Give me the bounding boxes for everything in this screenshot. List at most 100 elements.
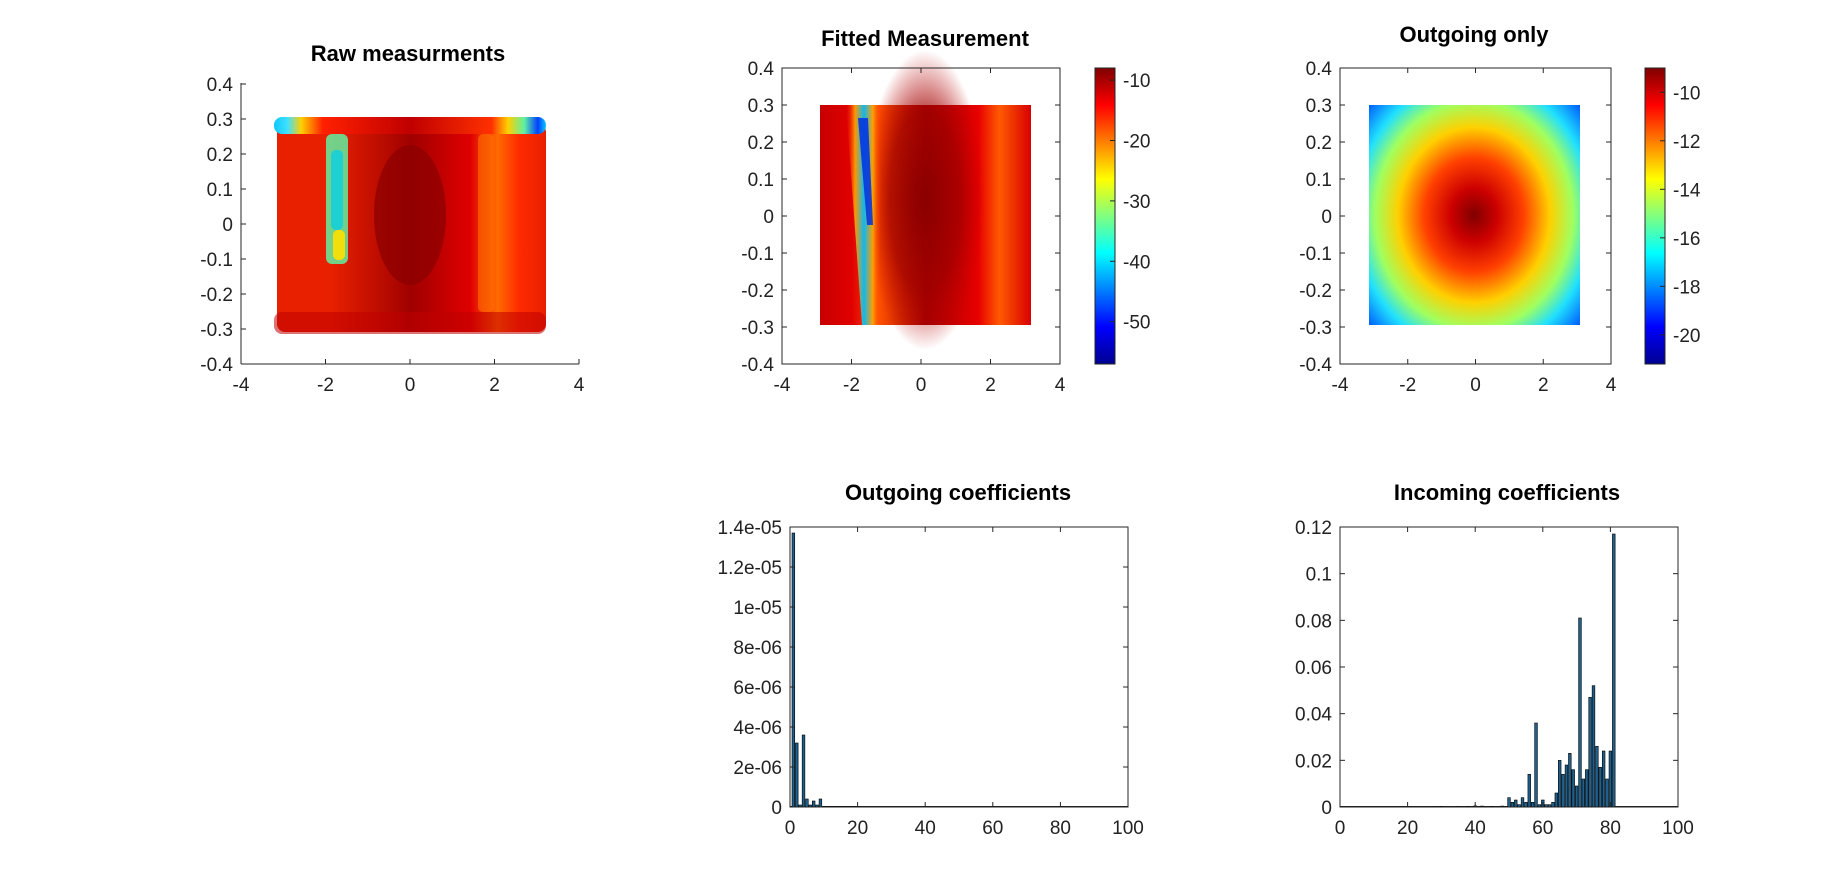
incoming-coefficients-bars bbox=[1340, 533, 1678, 808]
xtick-label: 2 bbox=[489, 375, 500, 396]
xtick-label: 0 bbox=[405, 375, 416, 396]
xtick-label: 60 bbox=[1532, 818, 1553, 839]
xtick-label: -2 bbox=[1399, 375, 1416, 396]
ytick-label: -0.1 bbox=[1299, 244, 1332, 265]
xtick-label: 4 bbox=[1055, 375, 1066, 396]
xtick-label: -4 bbox=[233, 375, 250, 396]
xtick-label: -2 bbox=[843, 375, 860, 396]
bar bbox=[801, 734, 806, 808]
fitted-heatmap bbox=[820, 50, 1031, 350]
xtick-label: 4 bbox=[574, 375, 585, 396]
xtick-label: 40 bbox=[915, 818, 936, 839]
ytick-label: 2e-06 bbox=[733, 758, 782, 779]
ytick-label: 0.06 bbox=[1295, 658, 1332, 679]
xtick-label: 80 bbox=[1050, 818, 1071, 839]
xtick-label: 0 bbox=[1470, 375, 1481, 396]
ytick-label: -0.3 bbox=[200, 320, 233, 341]
fitted-dip-band bbox=[846, 105, 882, 325]
xtick-label: 40 bbox=[1465, 818, 1486, 839]
fitted-yticks: 0.4 0.3 0.2 0.1 0 -0.1 -0.2 -0.3 -0.4 bbox=[741, 59, 1060, 376]
ytick-label: 0.12 bbox=[1295, 518, 1332, 539]
bar bbox=[1514, 799, 1518, 808]
bar bbox=[1612, 533, 1616, 808]
raw-xticks: -4 -2 0 2 4 bbox=[233, 359, 585, 396]
bar bbox=[1595, 746, 1599, 808]
colorbar-tick-label: -20 bbox=[1123, 131, 1150, 152]
incoming-coefficients-panel: Incoming coefficients 0.12 0.1 0.08 0.06 0.0… bbox=[1295, 480, 1694, 839]
xtick-label: 0 bbox=[916, 375, 927, 396]
outgoing-only-xticks: -4 -2 0 2 4 bbox=[1332, 68, 1617, 396]
ytick-label: 0.08 bbox=[1295, 611, 1332, 632]
xtick-label: 60 bbox=[982, 818, 1003, 839]
fitted-center-blob bbox=[865, 50, 985, 350]
ytick-label: 1e-05 bbox=[733, 598, 782, 619]
bar bbox=[1585, 769, 1589, 808]
ytick-label: 4e-06 bbox=[733, 718, 782, 739]
ytick-label: -0.3 bbox=[741, 318, 774, 339]
bar bbox=[1605, 778, 1609, 808]
raw-center-blob bbox=[374, 145, 446, 285]
outgoing-coefficients-bars bbox=[790, 532, 1128, 808]
bar bbox=[1531, 802, 1535, 808]
colorbar-tick-label: -14 bbox=[1673, 180, 1701, 201]
bar bbox=[1507, 797, 1511, 808]
ytick-label: 0.3 bbox=[1306, 96, 1332, 117]
bar bbox=[1608, 750, 1613, 808]
ytick-label: -0.1 bbox=[200, 250, 233, 271]
xtick-label: 0 bbox=[785, 818, 796, 839]
outgoing-only-yticks: 0.4 0.3 0.2 0.1 0 -0.1 -0.2 -0.3 -0.4 bbox=[1299, 59, 1611, 376]
outgoing-only-field bbox=[1369, 105, 1580, 325]
raw-right-band bbox=[478, 134, 494, 312]
bar bbox=[1561, 774, 1565, 808]
bar bbox=[1571, 769, 1575, 808]
colorbar-tick-label: -50 bbox=[1123, 313, 1150, 334]
fitted-measurement-title: Fitted Measurement bbox=[821, 26, 1029, 51]
ytick-label: 0 bbox=[1321, 207, 1332, 228]
ytick-label: 0.02 bbox=[1295, 751, 1332, 772]
incoming-coefficients-axes: 0.12 0.1 0.08 0.06 0.04 0.02 0 0 20 40 60 80 100 bbox=[1295, 518, 1694, 839]
xtick-label: 100 bbox=[1112, 818, 1144, 839]
colorbar-tick-label: -10 bbox=[1123, 71, 1150, 92]
ytick-label: 0.3 bbox=[748, 96, 774, 117]
ytick-label: -0.1 bbox=[741, 244, 774, 265]
fitted-colorbar-ticks: -10 -20 -30 -40 -50 bbox=[1110, 71, 1150, 334]
outgoing-only-colorbar-ticks: -10 -12 -14 -16 -18 -20 bbox=[1660, 83, 1701, 347]
ytick-label: -0.3 bbox=[1299, 318, 1332, 339]
raw-top-row bbox=[274, 117, 546, 134]
ytick-label: 0.4 bbox=[748, 59, 775, 80]
ytick-label: 1.4e-05 bbox=[718, 518, 782, 539]
ytick-label: -0.4 bbox=[1299, 355, 1332, 376]
outgoing-coefficients-axes: 1.4e-051.2e-051e-058e-066e-064e-062e-060… bbox=[718, 518, 1144, 839]
outgoing-only-title: Outgoing only bbox=[1399, 22, 1549, 47]
ytick-label: 0 bbox=[771, 798, 782, 819]
ytick-label: 0.2 bbox=[207, 145, 233, 166]
bar bbox=[1601, 750, 1606, 808]
incoming-coefficients-xticks: 0 20 40 60 80 100 bbox=[1335, 527, 1694, 839]
raw-measurements-title: Raw measurments bbox=[311, 41, 505, 66]
ytick-label: 0.2 bbox=[1306, 133, 1332, 154]
bar bbox=[1524, 802, 1528, 808]
ytick-label: 0.3 bbox=[207, 110, 233, 131]
bar bbox=[1510, 802, 1515, 808]
raw-axes: 0.4 0.3 0.2 0.1 0 -0.1 -0.2 -0.3 -0.4 -4 -2 0 2 4 bbox=[200, 75, 584, 396]
ytick-label: 1.2e-05 bbox=[718, 558, 782, 579]
outgoing-coefficients-xticks: 0 20 40 60 80 100 bbox=[785, 527, 1144, 839]
outgoing-coefficients-yticks: 1.4e-05 1.2e-05 1e-05 8e-06 6e-06 4e-06 2e-06 0 bbox=[718, 518, 1128, 819]
bar bbox=[1554, 792, 1558, 808]
ytick-label: 0.4 bbox=[1306, 59, 1333, 80]
bar bbox=[1598, 767, 1602, 808]
bar bbox=[1574, 785, 1579, 808]
fitted-colorbar: -10 -20 -30 -40 -50 bbox=[1094, 67, 1150, 365]
bar bbox=[1527, 774, 1531, 808]
xtick-label: 20 bbox=[1397, 818, 1418, 839]
colorbar-tick-label: -10 bbox=[1673, 83, 1700, 104]
ytick-label: 6e-06 bbox=[733, 678, 782, 699]
xtick-label: 4 bbox=[1606, 375, 1617, 396]
xtick-label: 100 bbox=[1662, 818, 1694, 839]
bar bbox=[795, 742, 799, 808]
bar bbox=[791, 532, 796, 808]
outgoing-only-axes: 0.4 0.3 0.2 0.1 0 -0.1 -0.2 -0.3 -0.4 -4 -2 0 2 4 bbox=[1299, 59, 1616, 396]
ytick-label: 0.1 bbox=[1306, 565, 1332, 586]
incoming-coefficients-yticks: 0.12 0.1 0.08 0.06 0.04 0.02 0 bbox=[1295, 518, 1678, 819]
